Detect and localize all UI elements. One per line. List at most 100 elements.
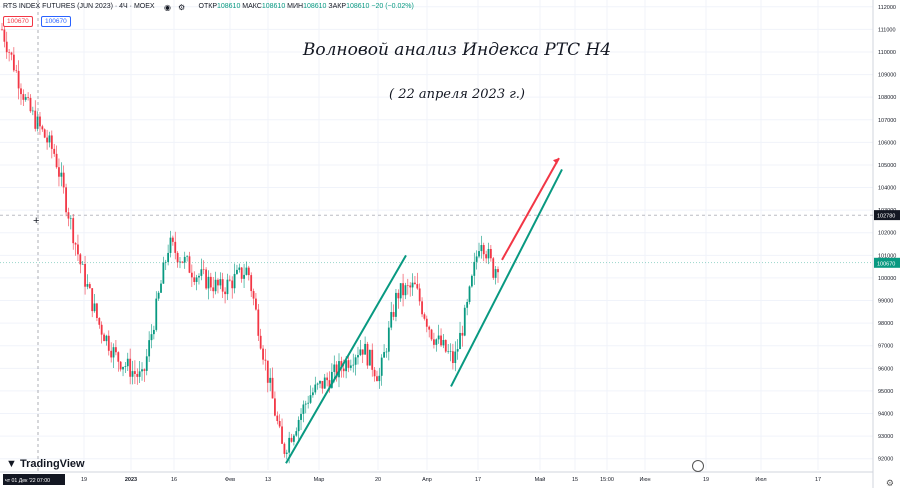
- candle-body: [205, 269, 207, 289]
- candle-body: [150, 334, 153, 341]
- candle-body: [240, 267, 243, 279]
- candle-body: [29, 97, 32, 112]
- x-tick-label: 15: [572, 477, 578, 483]
- candle-body: [347, 360, 350, 368]
- candle-body: [269, 377, 272, 383]
- candle-body: [425, 318, 428, 327]
- candle-body: [435, 339, 438, 345]
- candle-body: [468, 286, 471, 303]
- candle-body: [221, 279, 224, 292]
- candle-body: [167, 252, 170, 262]
- bid-price-box[interactable]: 100670: [3, 16, 33, 27]
- crosshair-time-label: чт 01 Дек '22 07:00: [5, 478, 50, 484]
- candle-body: [157, 292, 160, 299]
- candle-body: [107, 335, 110, 351]
- open-value: 108610: [216, 3, 241, 10]
- candle-body: [88, 284, 91, 289]
- y-tick-label: 97000: [878, 344, 893, 350]
- candle-body: [297, 419, 300, 432]
- x-tick-label: 20: [375, 477, 381, 483]
- candle-body: [171, 237, 174, 242]
- candle-body: [69, 218, 72, 219]
- close-value: 108610: [346, 3, 370, 10]
- candle-body: [406, 285, 409, 286]
- candle-body: [354, 357, 357, 365]
- candle-body: [307, 402, 310, 404]
- tradingview-logo[interactable]: ▼ TradingView: [6, 458, 85, 470]
- x-tick-label: Июл: [755, 477, 766, 483]
- x-tick-label: 19: [81, 477, 87, 483]
- candle-body: [288, 437, 291, 453]
- candle-body: [131, 371, 134, 377]
- candle-body: [162, 262, 165, 284]
- candle-body: [366, 343, 369, 366]
- candle-body: [409, 285, 412, 288]
- candle-body: [24, 97, 27, 100]
- candle-body: [12, 54, 15, 71]
- candle-body: [414, 282, 416, 285]
- candle-body: [361, 349, 364, 355]
- candle-body: [373, 369, 376, 377]
- candle-body: [202, 269, 205, 270]
- candle-body: [271, 377, 274, 399]
- candle-body: [77, 244, 79, 255]
- projection-arrow-line: [501, 157, 560, 261]
- x-tick-label: Апр: [422, 477, 432, 483]
- candle-body: [174, 241, 177, 253]
- candle-body: [129, 358, 132, 377]
- y-tick-label: 94000: [878, 412, 893, 418]
- candle-body: [357, 355, 359, 358]
- candle-body: [418, 288, 421, 302]
- candle-body: [378, 375, 381, 382]
- candle-body: [112, 347, 115, 358]
- candle-body: [293, 435, 295, 442]
- candle-body: [65, 187, 67, 213]
- high-label: МАКС: [242, 3, 262, 10]
- y-tick-label: 110000: [878, 50, 896, 56]
- gear-icon[interactable]: ⚙: [178, 3, 186, 12]
- candle-body: [190, 272, 193, 278]
- logo-mark-icon: ▼: [6, 458, 17, 470]
- candle-body: [352, 364, 355, 366]
- settings-gear-icon[interactable]: ⚙: [885, 478, 894, 488]
- candle-body: [105, 335, 108, 342]
- candle-body: [359, 349, 362, 356]
- candle-body: [247, 267, 250, 276]
- candle-body: [330, 371, 333, 388]
- candle-body: [48, 135, 51, 143]
- candle-body: [243, 274, 245, 279]
- candle-body: [323, 377, 326, 389]
- candle-body: [257, 309, 260, 336]
- candle-body: [93, 303, 96, 312]
- candle-body: [459, 332, 461, 350]
- crosshair-time-box: [3, 474, 65, 485]
- candle-body: [186, 256, 189, 257]
- candle-body: [236, 269, 238, 274]
- candle-body: [250, 275, 253, 292]
- candle-body: [497, 269, 499, 273]
- candle-body: [281, 426, 283, 444]
- eye-icon[interactable]: ◉: [164, 3, 171, 12]
- y-tick-label: 102000: [878, 231, 896, 237]
- x-tick-label: 17: [815, 477, 821, 483]
- symbol-label[interactable]: RTS INDEX FUTURES (JUN 2023) · 4Ч · MOEX: [3, 3, 155, 10]
- candle-body: [449, 351, 452, 352]
- candle-body: [136, 373, 139, 377]
- candle-body: [39, 116, 41, 127]
- candle-body: [380, 357, 383, 376]
- ask-price-box[interactable]: 100670: [41, 16, 71, 27]
- candle-body: [262, 348, 264, 360]
- clock-icon[interactable]: [692, 460, 704, 472]
- candle-body: [72, 218, 75, 244]
- candle-body: [364, 343, 367, 355]
- candle-body: [226, 279, 229, 295]
- candle-body: [295, 431, 298, 436]
- candle-body: [58, 167, 60, 177]
- y-tick-label: 107000: [878, 118, 896, 124]
- y-tick-label: 111000: [878, 27, 896, 33]
- candle-body: [463, 307, 466, 336]
- candle-body: [198, 275, 200, 278]
- candle-body: [480, 245, 483, 252]
- y-tick-label: 101000: [878, 253, 896, 259]
